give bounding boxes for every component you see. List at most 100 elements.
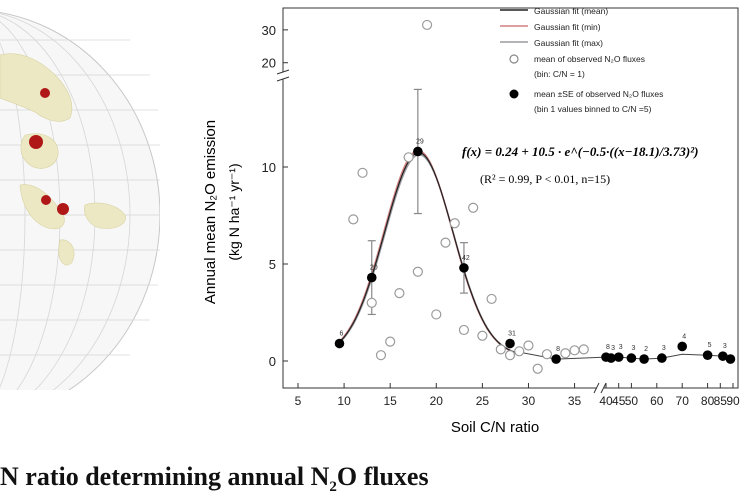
observed-flux-point: [375, 350, 387, 361]
observed-flux-point: [421, 19, 433, 31]
x-tick-label: 20: [430, 394, 444, 408]
binned-flux-point: [606, 353, 616, 363]
y-axis-break-gap: [277, 72, 289, 79]
plot-frame: [282, 7, 739, 389]
y-axis-break-mark: [276, 69, 290, 75]
observed-flux-point: [385, 336, 396, 347]
map-site-marker: [57, 203, 69, 215]
binned-flux-point: [657, 353, 667, 363]
observed-flux-point: [468, 202, 479, 213]
legend-sublabel: (bin 1 values binned to C/N =5): [534, 104, 652, 114]
y-axis-break-mark: [276, 76, 290, 82]
observed-flux-point: [504, 350, 516, 361]
observed-flux-point: [477, 330, 488, 341]
bin-count-label: 3: [631, 345, 635, 352]
x-tick-label: 25: [476, 394, 490, 408]
x-tick-label: 15: [384, 394, 398, 408]
observed-flux-point: [412, 266, 423, 277]
caption-text-before: N ratio determining annual N: [0, 462, 330, 491]
x-tick-label: 70: [676, 394, 690, 408]
observed-flux-point: [449, 218, 460, 229]
y-tick-label: 0: [269, 354, 276, 369]
y-axis-title-line2: (kg N ha⁻¹ yr⁻¹): [226, 163, 242, 260]
map-site-marker: [40, 88, 50, 98]
binned-flux-point: [334, 338, 345, 349]
fit-equation: f(x) = 0.24 + 10.5 · e^(−0.5·((x−18.1)/3…: [462, 144, 698, 159]
legend-label: mean ±SE of observed N₂O fluxes: [534, 89, 663, 99]
x-tick-label: 30: [522, 394, 536, 408]
fit-statistics: (R² = 0.99, P < 0.01, n=15): [480, 172, 610, 186]
x-tick-label: 45: [612, 394, 626, 408]
chart-legend: Gaussian fit (mean) Gaussian fit (min) Gau…: [500, 6, 663, 114]
observed-flux-point: [514, 346, 525, 357]
bin-count-label: 8: [606, 344, 610, 351]
observed-flux-point: [366, 297, 377, 308]
bin-count-label: 4: [682, 333, 686, 340]
bin-count-label: 29: [416, 138, 424, 145]
x-axis-break-mark: [600, 382, 607, 394]
map-site-marker: [41, 195, 51, 205]
bin-count-label: 5: [708, 342, 712, 349]
bin-count-label: 3: [723, 343, 727, 350]
caption-text-after: O fluxes: [336, 462, 429, 491]
binned-flux-point: [551, 354, 561, 364]
legend-open-circle: [509, 54, 519, 64]
bin-count-label: 3: [662, 345, 666, 352]
caption-subscript: 2: [329, 479, 337, 496]
bin-count-label: 8: [556, 346, 560, 353]
error-bars: [367, 88, 468, 316]
binned-flux-point: [626, 353, 637, 363]
y-tick-label: 10: [262, 160, 276, 175]
bin-count-label: 6: [340, 331, 344, 338]
map-landmass: [0, 53, 126, 266]
binned-flux-point: [366, 272, 377, 283]
gaussian-fit-mean-line: [339, 152, 515, 353]
legend-label: Gaussian fit (max): [534, 38, 603, 48]
x-tick-label: 35: [568, 394, 582, 408]
x-tick-label: 60: [650, 394, 664, 408]
x-tick-label: 80: [701, 394, 715, 408]
observed-flux-point: [486, 293, 497, 305]
figure-caption: N ratio determining annual N2O fluxes: [0, 462, 750, 500]
legend-label: Gaussian fit (mean): [534, 6, 608, 16]
gaussian-fit-curves: [338, 149, 731, 360]
bin-count-label: 3: [619, 344, 623, 351]
observed-flux-point: [440, 237, 451, 248]
observed-flux-point: [532, 363, 543, 374]
x-tick-label: 5: [295, 394, 302, 408]
bin-count-label: 31: [508, 331, 516, 338]
binned-flux-point: [677, 341, 687, 352]
observed-flux-point: [569, 345, 580, 356]
binned-flux-point: [718, 351, 728, 361]
y-axis-title: Annual mean N₂O emission (kg N ha⁻¹ yr⁻¹…: [202, 120, 242, 304]
binned-flux-point: [613, 352, 624, 362]
binned-flux-points: [334, 146, 736, 364]
x-tick-label: 40: [599, 394, 613, 408]
observed-flux-point: [357, 167, 368, 178]
observed-flux-point: [523, 340, 534, 351]
legend-sublabel: (bin: C/N = 1): [534, 69, 585, 79]
x-axis-break-gap: [597, 382, 604, 394]
observed-flux-points: [348, 19, 589, 374]
binned-flux-point: [702, 350, 713, 360]
x-tick-label: 50: [625, 394, 639, 408]
observed-flux-point: [560, 348, 571, 359]
observed-flux-point: [541, 349, 553, 360]
y-tick-label: 30: [262, 23, 276, 38]
observed-flux-point: [431, 309, 442, 320]
binned-flux-point: [413, 146, 423, 157]
map-site-marker: [29, 135, 43, 149]
x-tick-label: 10: [337, 394, 351, 408]
bin-count-label: 42: [462, 255, 470, 262]
binned-flux-point: [639, 354, 649, 364]
y-axis-title-line1: Annual mean N₂O emission: [202, 120, 219, 304]
bin-count-label: 2: [644, 346, 648, 353]
x-axis-title: Soil C/N ratio: [451, 419, 539, 436]
observed-flux-point: [495, 344, 506, 355]
world-map: [0, 12, 160, 390]
legend-filled-circle: [509, 89, 519, 99]
binned-flux-point: [505, 338, 515, 349]
